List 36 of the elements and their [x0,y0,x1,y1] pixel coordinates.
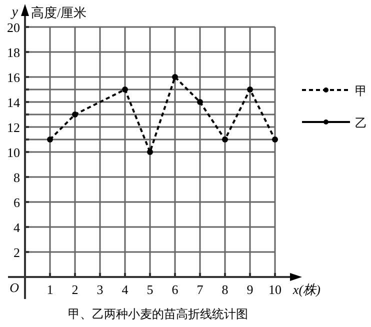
x-tick-label: 5 [146,282,154,297]
point [47,136,53,142]
point [197,99,203,105]
y-tick-label: 10 [7,145,20,160]
x-tick-label: 3 [96,282,104,297]
legend-label: 乙 [355,116,367,130]
x-tick-label: 10 [268,282,282,297]
x-tick-label: 9 [246,282,254,297]
point [147,149,153,155]
y-tick-label: 16 [7,70,20,85]
y-tick-label: 18 [7,45,20,60]
y-tick-label: 20 [7,20,20,35]
point [72,112,78,118]
x-tick-label: 4 [122,282,129,297]
x-tick-label: 2 [72,282,78,297]
x-axis-title: x(株) [292,282,320,297]
x-tick-label: 8 [222,282,228,297]
point [172,74,178,80]
point [122,86,128,92]
y-tick-label: 12 [7,120,20,135]
y-tick-label: 4 [14,220,20,235]
y-tick-label: 8 [14,170,20,185]
y-tick-label: 14 [7,95,20,110]
x-tick-label: 6 [172,282,179,297]
point [272,136,278,142]
text: O [10,280,20,295]
legend-label: 甲 [355,84,367,98]
point [247,86,253,92]
point [222,136,228,142]
x-tick-label: 7 [196,282,204,297]
x-tick-label: 1 [46,282,54,297]
text: 甲、乙两种小麦的苗高折线统计图 [68,307,248,321]
text: y [10,5,19,20]
y-axis-title: 高度/厘米 [31,5,87,20]
y-tick-label: 6 [14,195,20,210]
y-tick-label: 2 [14,245,20,260]
